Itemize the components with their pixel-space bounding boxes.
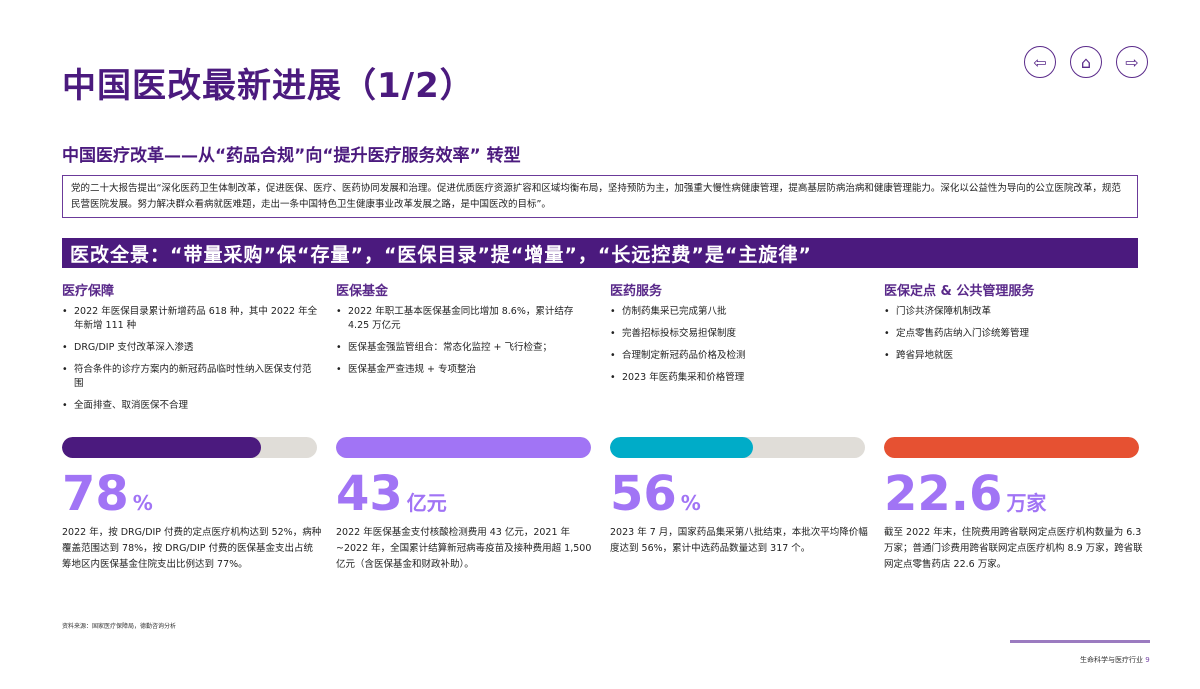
column-2: 医药服务仿制药集采已完成第八批完善招标投标交易担保制度合理制定新冠药品价格及检测… xyxy=(610,280,866,393)
banner-heading: 医改全景：“带量采购”保“存量”，“医保目录”提“增量”，“长远控费”是“主旋律… xyxy=(62,238,1138,268)
column-heading: 医药服务 xyxy=(610,284,663,299)
stat-description: 2022 年，按 DRG/DIP 付费的定点医疗机构达到 52%，病种覆盖范围达… xyxy=(62,527,322,570)
page-number: 9 xyxy=(1145,656,1150,664)
progress-fill xyxy=(336,437,591,458)
home-icon[interactable]: ⌂ xyxy=(1070,46,1102,78)
progress-bar xyxy=(610,437,865,458)
stat-unit: 万家 xyxy=(1006,491,1047,515)
list-item: 门诊共济保障机制改革 xyxy=(884,305,1140,319)
stat-unit: 亿元 xyxy=(406,491,447,515)
list-item: 2022 年医保目录累计新增药品 618 种，其中 2022 年全年新增 111… xyxy=(62,305,318,333)
column-heading: 医保定点 & 公共管理服务 xyxy=(884,284,1035,299)
list-item: 符合条件的诊疗方案内的新冠药品临时性纳入医保支付范围 xyxy=(62,363,318,391)
column-0: 医疗保障 2022 年医保目录累计新增药品 618 种，其中 2022 年全年新增… xyxy=(62,280,318,421)
column-heading: 医保基金 xyxy=(336,284,389,299)
stat-number: 78 xyxy=(62,466,129,522)
progress-bar xyxy=(884,437,1139,458)
arrow-right-icon[interactable]: ⇨ xyxy=(1116,46,1148,78)
quote-box: 党的二十大报告提出“深化医药卫生体制改革，促进医保、医疗、医药协同发展和治理。促… xyxy=(62,175,1138,218)
list-item: 合理制定新冠药品价格及检测 xyxy=(610,349,866,363)
column-1: 医保基金 2022 年职工基本医保基金同比增加 8.6%，累计结存 4.25 万亿… xyxy=(336,280,592,385)
stat-value: 22.6 万家 xyxy=(884,466,1046,522)
stat-description: 2023 年 7 月，国家药品集采第八批结束，本批次平均降价幅度达到 56%，累… xyxy=(610,527,868,554)
page-nav: ⇦ ⌂ ⇨ xyxy=(1024,46,1148,78)
arrow-left-icon[interactable]: ⇦ xyxy=(1024,46,1056,78)
stat-value: 56% xyxy=(610,466,701,522)
stat-unit: % xyxy=(132,491,153,515)
stat-value: 43 亿元 xyxy=(336,466,447,522)
stat-unit: % xyxy=(680,491,701,515)
list-item: 完善招标投标交易担保制度 xyxy=(610,327,866,341)
progress-fill xyxy=(62,437,261,458)
list-item: 2023 年医药集采和价格管理 xyxy=(610,371,866,385)
list-item: DRG/DIP 支付改革深入渗透 xyxy=(62,341,318,355)
stat-description: 2022 年医保基金支付核酸检测费用 43 亿元，2021 年~2022 年，全… xyxy=(336,527,592,570)
list-item: 2022 年职工基本医保基金同比增加 8.6%，累计结存 4.25 万亿元 xyxy=(336,305,592,333)
column-heading: 医疗保障 xyxy=(62,284,115,299)
column-3: 医保定点 & 公共管理服务门诊共济保障机制改革定点零售药店纳入门诊统筹管理跨省异… xyxy=(884,280,1140,371)
stat-description: 截至 2022 年末，住院费用跨省联网定点医疗机构数量为 6.3 万家；普通门诊… xyxy=(884,527,1143,570)
progress-bar xyxy=(62,437,317,458)
source-note: 资料来源：国家医疗保障局，德勤咨询分析 xyxy=(62,623,177,630)
list-item: 跨省异地就医 xyxy=(884,349,1140,363)
list-item: 定点零售药店纳入门诊统筹管理 xyxy=(884,327,1140,341)
progress-fill xyxy=(610,437,753,458)
stat-value: 78% xyxy=(62,466,153,522)
stat-number: 43 xyxy=(336,466,403,522)
footer-section: 生命科学与医疗行业 xyxy=(1080,656,1143,664)
section-subtitle: 中国医疗改革——从“药品合规”向“提升医疗服务效率” 转型 xyxy=(62,146,521,166)
footer-divider xyxy=(1010,640,1150,643)
page-title: 中国医改最新进展（1/2） xyxy=(62,66,475,106)
progress-fill xyxy=(884,437,1139,458)
list-item: 仿制药集采已完成第八批 xyxy=(610,305,866,319)
list-item: 全面排查、取消医保不合理 xyxy=(62,399,318,413)
list-item: 医保基金严查违规 + 专项整治 xyxy=(336,363,592,377)
list-item: 医保基金强监管组合：常态化监控 + 飞行检查； xyxy=(336,341,592,355)
progress-bar xyxy=(336,437,591,458)
stat-number: 56 xyxy=(610,466,677,522)
footer-page-label: 生命科学与医疗行业 9 xyxy=(1080,655,1150,665)
stat-number: 22.6 xyxy=(884,466,1003,522)
